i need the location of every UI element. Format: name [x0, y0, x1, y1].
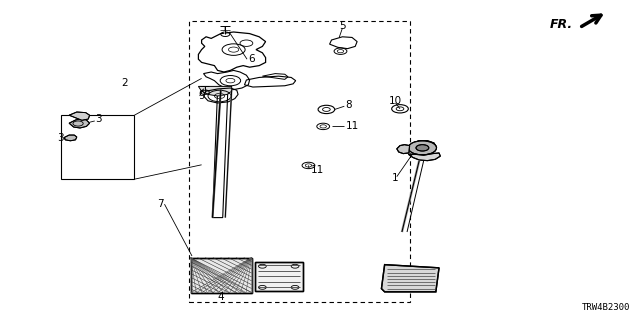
- Text: 11: 11: [346, 121, 359, 131]
- Text: 2: 2: [121, 78, 127, 88]
- Polygon shape: [397, 145, 410, 154]
- Text: TRW4B2300: TRW4B2300: [582, 303, 630, 312]
- Text: FR.: FR.: [550, 18, 573, 30]
- Polygon shape: [64, 135, 77, 141]
- Polygon shape: [198, 86, 232, 96]
- Text: 10: 10: [389, 96, 402, 106]
- Polygon shape: [69, 118, 90, 128]
- Text: 4: 4: [218, 292, 224, 302]
- Bar: [189, 21, 410, 302]
- Text: 3: 3: [58, 133, 64, 143]
- Polygon shape: [408, 153, 440, 161]
- Circle shape: [416, 145, 429, 151]
- Bar: [61, 115, 134, 179]
- Circle shape: [408, 141, 436, 155]
- Text: 1: 1: [392, 173, 398, 183]
- Polygon shape: [409, 141, 436, 154]
- Text: 5: 5: [339, 21, 346, 31]
- Bar: [191, 258, 252, 293]
- Text: 8: 8: [346, 100, 352, 110]
- Text: 9: 9: [198, 91, 205, 101]
- Bar: [255, 262, 303, 291]
- Text: 3: 3: [95, 114, 101, 124]
- Polygon shape: [69, 112, 90, 120]
- Text: 11: 11: [310, 165, 324, 175]
- Polygon shape: [381, 265, 439, 292]
- Text: 7: 7: [157, 199, 163, 209]
- Bar: [191, 258, 252, 293]
- Text: 6: 6: [248, 54, 255, 64]
- Bar: [255, 262, 303, 291]
